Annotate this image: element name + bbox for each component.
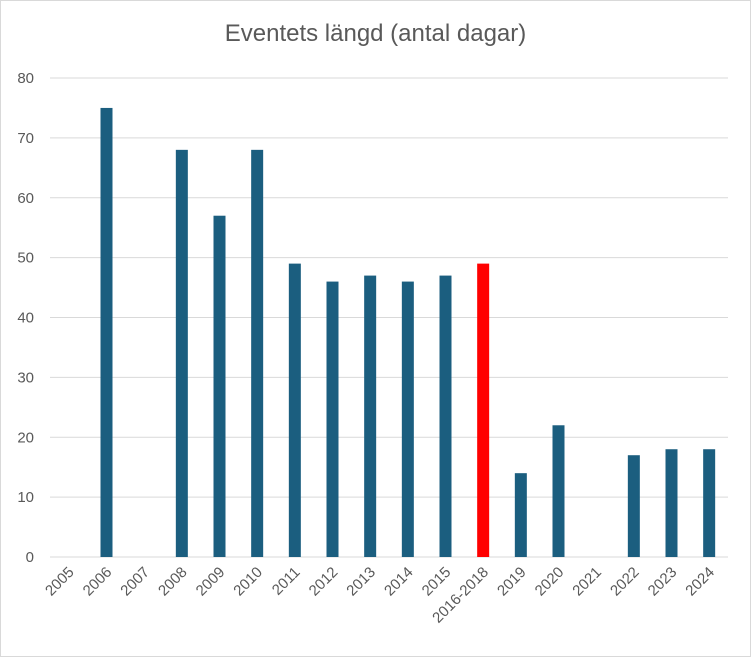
y-tick-label: 0	[26, 549, 34, 566]
x-tick-label: 2011	[269, 564, 304, 599]
y-tick-label: 70	[17, 130, 34, 147]
y-tick-label: 50	[17, 250, 34, 267]
x-tick-label: 2020	[532, 564, 568, 600]
x-tick-label: 2007	[117, 564, 153, 600]
x-tick-label: 2014	[381, 564, 417, 600]
bar-2023	[665, 449, 678, 557]
x-tick-label: 2013	[343, 564, 379, 600]
x-tick-label: 2010	[230, 564, 266, 600]
x-tick-label: 2023	[645, 564, 681, 600]
x-tick-label: 2005	[42, 564, 78, 600]
y-tick-label: 10	[17, 489, 34, 506]
y-tick-label: 20	[17, 429, 34, 446]
bar-2009	[213, 215, 226, 557]
bar-2024	[703, 449, 716, 557]
bar-2013	[364, 275, 377, 557]
bar-2020	[552, 425, 565, 557]
y-tick-label: 80	[17, 70, 34, 87]
y-tick-label: 60	[17, 190, 34, 207]
bar-2014	[401, 281, 414, 557]
bar-2008	[175, 149, 188, 557]
bar-2012	[326, 281, 339, 557]
x-tick-label: 2024	[682, 564, 718, 600]
x-tick-label: 2009	[193, 564, 229, 600]
chart-title: Eventets längd (antal dagar)	[224, 20, 527, 47]
x-tick-label: 2006	[80, 564, 116, 600]
bar-2011	[288, 263, 301, 557]
x-tick-label: 2019	[494, 564, 530, 600]
bar-2015	[439, 275, 452, 557]
bar-2010	[251, 149, 264, 557]
x-tick-label: 2008	[155, 564, 191, 600]
bar-2022	[627, 455, 640, 557]
y-tick-label: 30	[17, 369, 34, 386]
bar-2006	[100, 107, 113, 557]
y-tick-label: 40	[17, 310, 34, 327]
x-tick-label: 2012	[306, 564, 342, 600]
bar-2016-2018	[477, 263, 490, 557]
x-tick-label: 2021	[569, 564, 605, 600]
bar-2019	[514, 473, 527, 557]
x-tick-label: 2022	[607, 564, 643, 600]
